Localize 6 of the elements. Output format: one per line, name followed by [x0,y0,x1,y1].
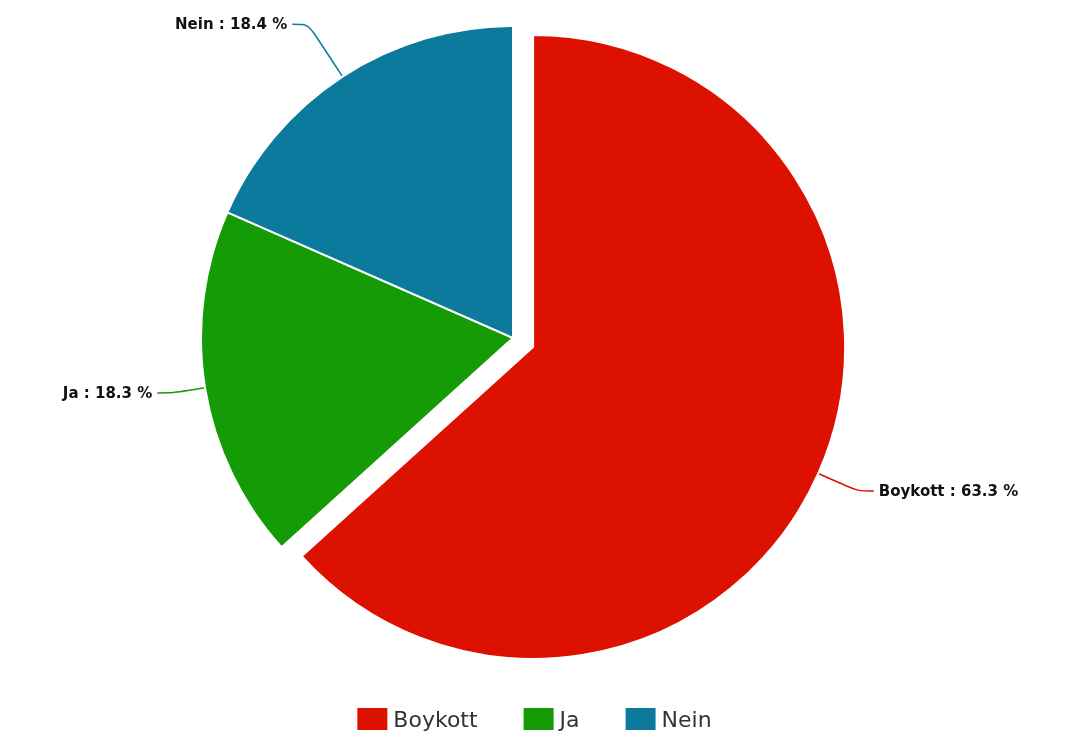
data-label: Ja : 18.3 % [61,383,153,402]
data-label: Boykott : 63.3 % [878,482,1019,501]
legend-label: Ja [557,706,580,732]
legend-label: Boykott [393,706,478,732]
data-label: Nein : 18.4 % [175,15,288,34]
legend-label: Nein [661,706,712,732]
